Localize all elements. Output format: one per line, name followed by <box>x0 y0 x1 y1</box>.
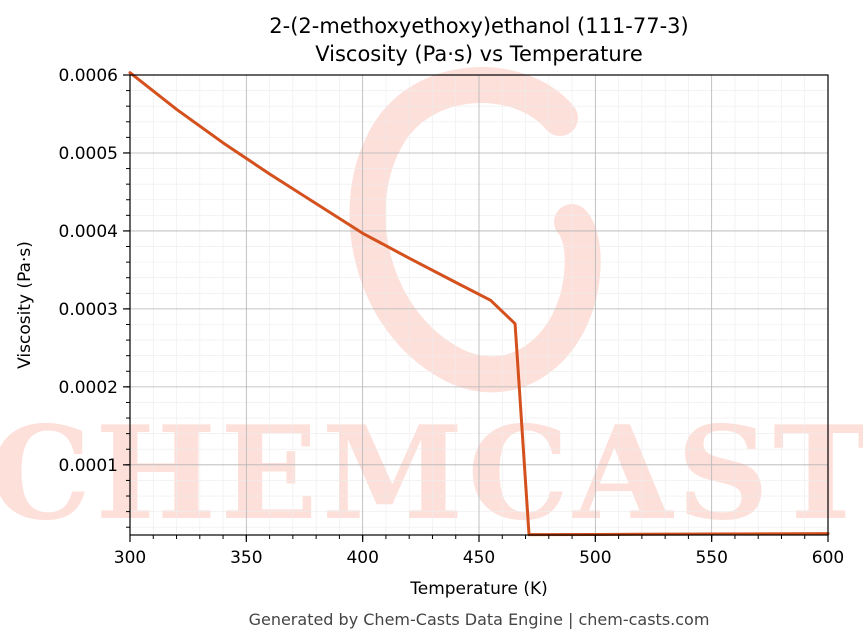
chart-title: 2-(2-methoxyethoxy)ethanol (111-77-3) <box>269 14 688 38</box>
y-axis-ticks: 0.0001 0.0002 0.0003 0.0004 0.0005 0.0006 <box>59 66 130 528</box>
x-tick-label: 500 <box>579 548 611 568</box>
watermark-swirl-logo <box>349 67 601 393</box>
watermark-text: CHEMCASTS <box>0 399 863 549</box>
footer-credit: Generated by Chem-Casts Data Engine | ch… <box>249 610 710 629</box>
x-axis-ticks: 300 350 400 450 500 550 600 <box>114 535 844 568</box>
x-tick-label: 300 <box>114 548 146 568</box>
y-tick-label: 0.0005 <box>59 144 118 164</box>
y-tick-label: 0.0001 <box>59 456 118 476</box>
y-tick-label: 0.0004 <box>59 222 118 242</box>
x-axis-label: Temperature (K) <box>409 579 548 599</box>
chart-subtitle: Viscosity (Pa·s) vs Temperature <box>315 42 643 66</box>
x-tick-label: 350 <box>230 548 262 568</box>
x-tick-label: 600 <box>812 548 844 568</box>
y-tick-label: 0.0002 <box>59 378 118 398</box>
x-tick-label: 400 <box>346 548 378 568</box>
x-tick-label: 550 <box>695 548 727 568</box>
y-tick-label: 0.0006 <box>59 66 118 86</box>
x-tick-label: 450 <box>463 548 495 568</box>
y-tick-label: 0.0003 <box>59 300 118 320</box>
watermark: CHEMCASTS <box>0 67 863 549</box>
y-axis-label: Viscosity (Pa·s) <box>15 241 35 369</box>
